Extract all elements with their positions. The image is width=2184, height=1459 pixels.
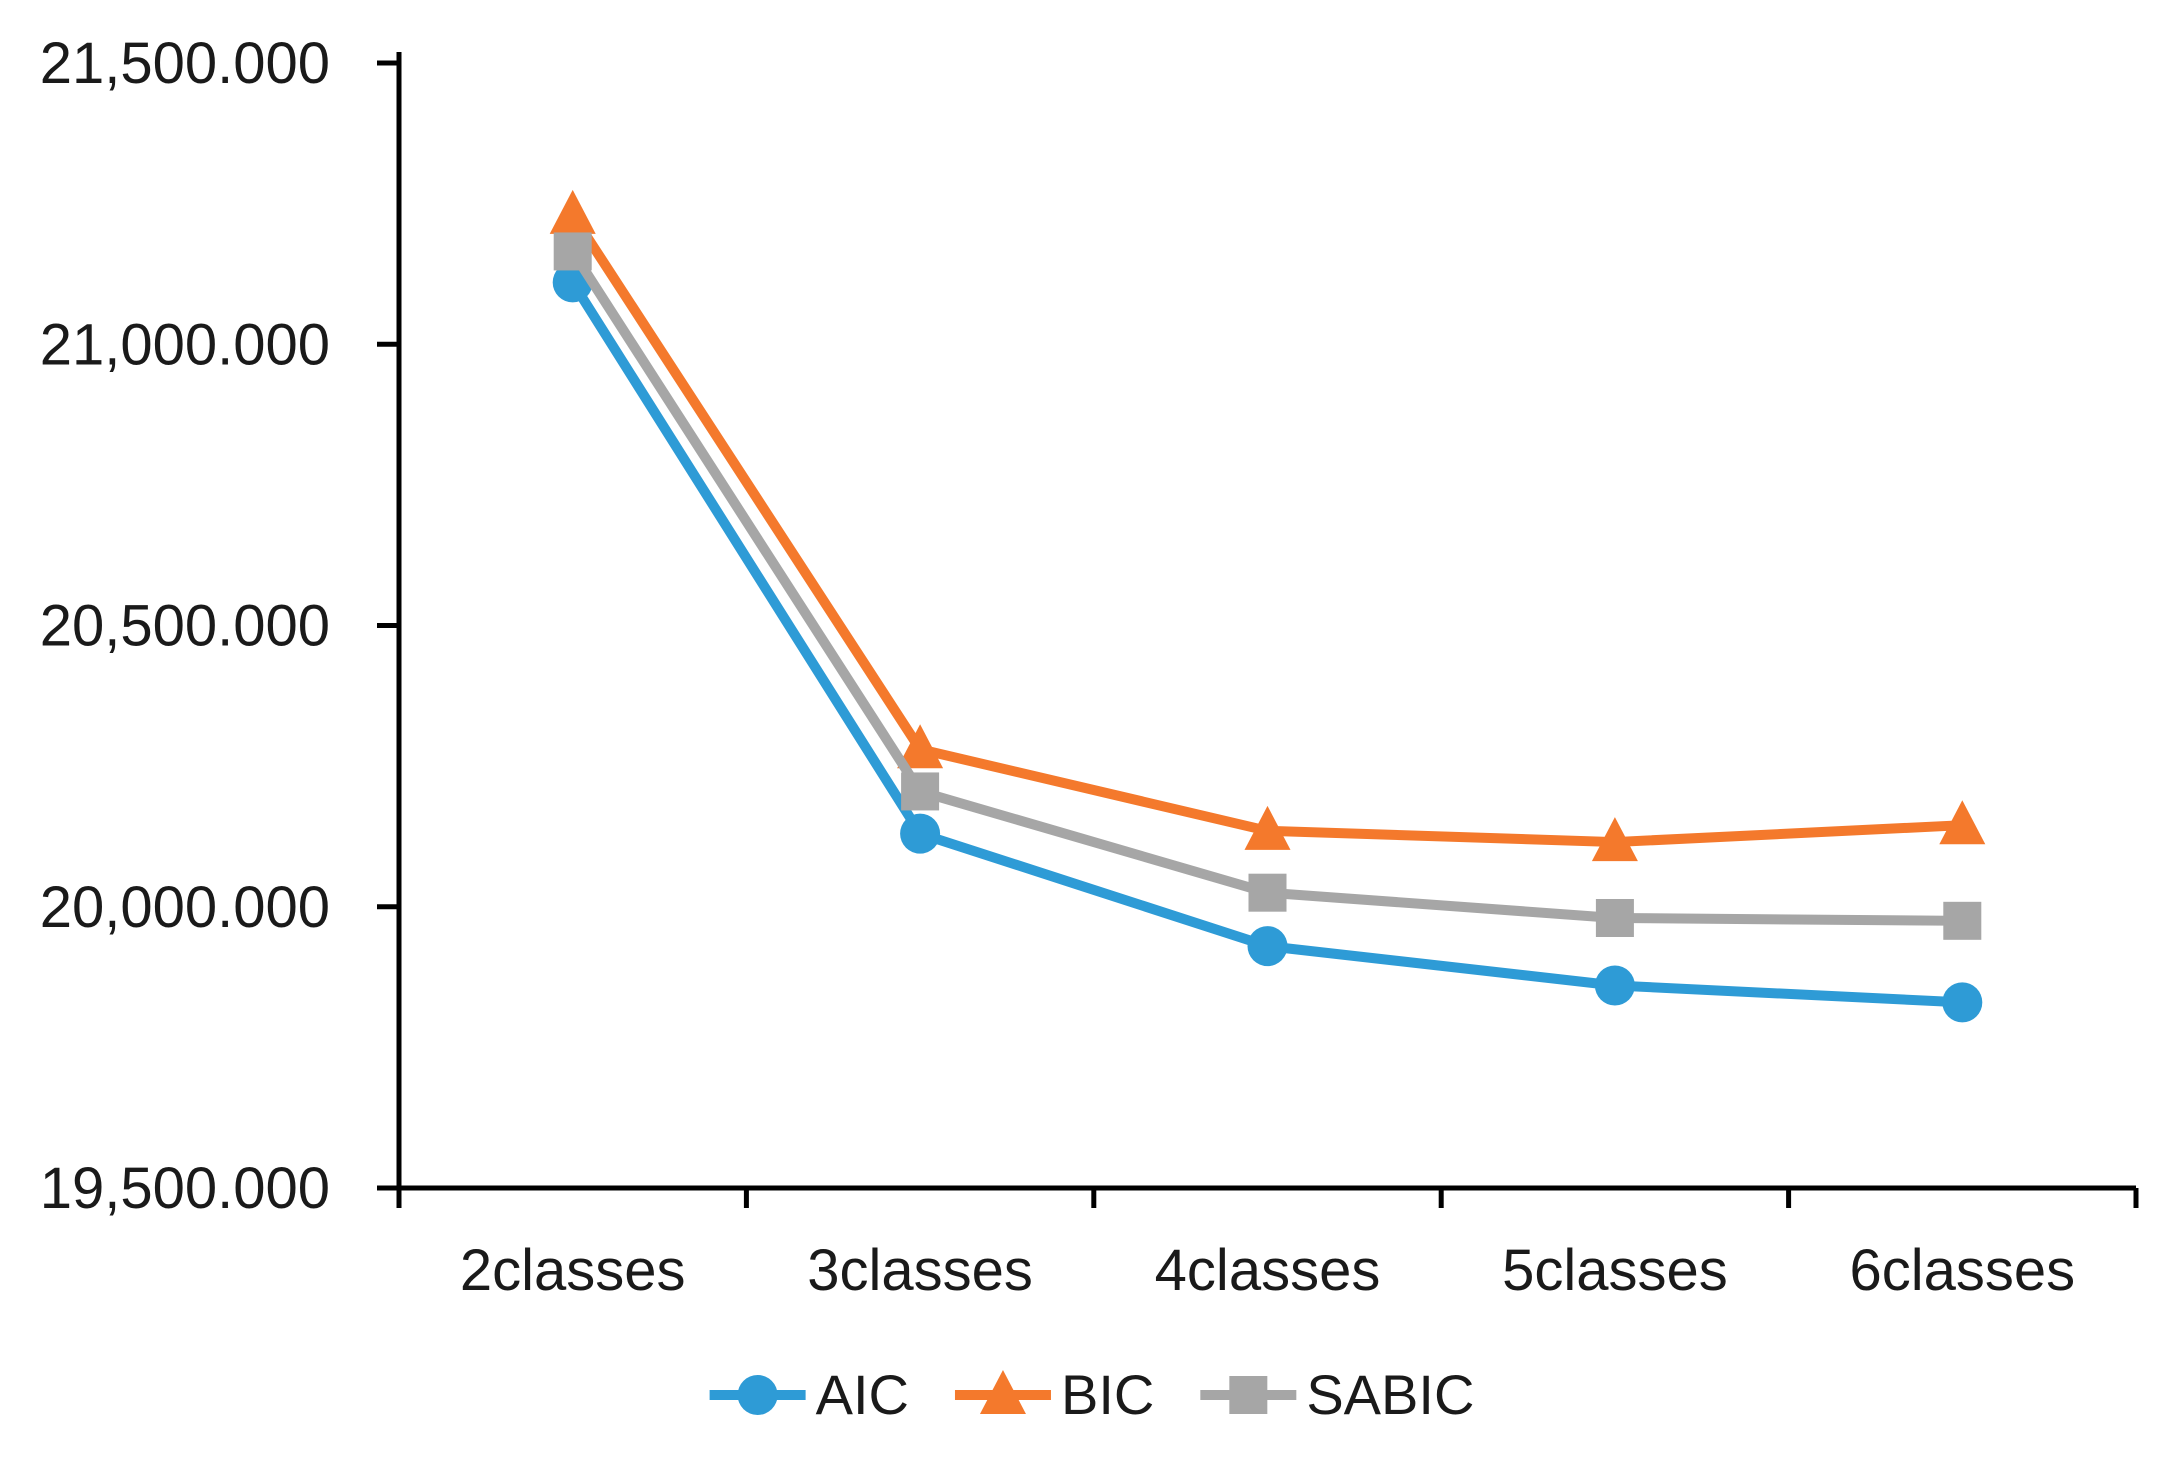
sabic-marker (1595, 899, 1634, 937)
legend: AIC BIC SABIC (709, 1363, 1474, 1426)
legend-circle-icon (737, 1375, 778, 1415)
series-sabic (553, 232, 1982, 940)
bic-marker (1244, 805, 1291, 850)
aic-marker (900, 813, 941, 854)
legend-triangle-icon (979, 1370, 1026, 1414)
sabic-marker (1943, 901, 1982, 940)
bic-marker (897, 724, 944, 769)
bic-marker (549, 189, 596, 234)
series-aic (552, 262, 1983, 1023)
y-tick-label: 19,500.000 (40, 1156, 330, 1221)
legend-square-icon (1229, 1376, 1268, 1414)
sabic-marker (1248, 873, 1287, 912)
legend-item-sabic: SABIC (1200, 1363, 1474, 1426)
legend-item-bic: BIC (954, 1363, 1154, 1426)
legend-item-aic: AIC (709, 1363, 909, 1426)
y-tick-label: 21,000.000 (40, 312, 330, 377)
y-tick-label: 20,000.000 (40, 875, 330, 940)
series-line-bic (568, 212, 1963, 848)
sabic-marker (901, 772, 940, 811)
aic-marker (1942, 982, 1983, 1023)
legend-label-bic: BIC (1061, 1363, 1154, 1426)
x-category-label: 6classes (1849, 1238, 2075, 1303)
y-tick-label: 21,500.000 (40, 31, 330, 96)
x-category-label: 3classes (807, 1238, 1033, 1303)
legend-label-sabic: SABIC (1306, 1363, 1474, 1426)
bic-marker (1591, 817, 1638, 862)
sabic-marker (553, 232, 592, 271)
aic-marker (1594, 965, 1635, 1006)
x-category-label: 2classes (460, 1238, 686, 1303)
x-category-label: 4classes (1155, 1238, 1381, 1303)
y-tick-label: 20,500.000 (40, 594, 330, 659)
legend-label-aic: AIC (816, 1363, 909, 1426)
aic-marker (1247, 926, 1288, 967)
bic-marker (1939, 800, 1986, 845)
x-category-label: 5classes (1502, 1238, 1728, 1303)
series-bic (549, 189, 1986, 862)
